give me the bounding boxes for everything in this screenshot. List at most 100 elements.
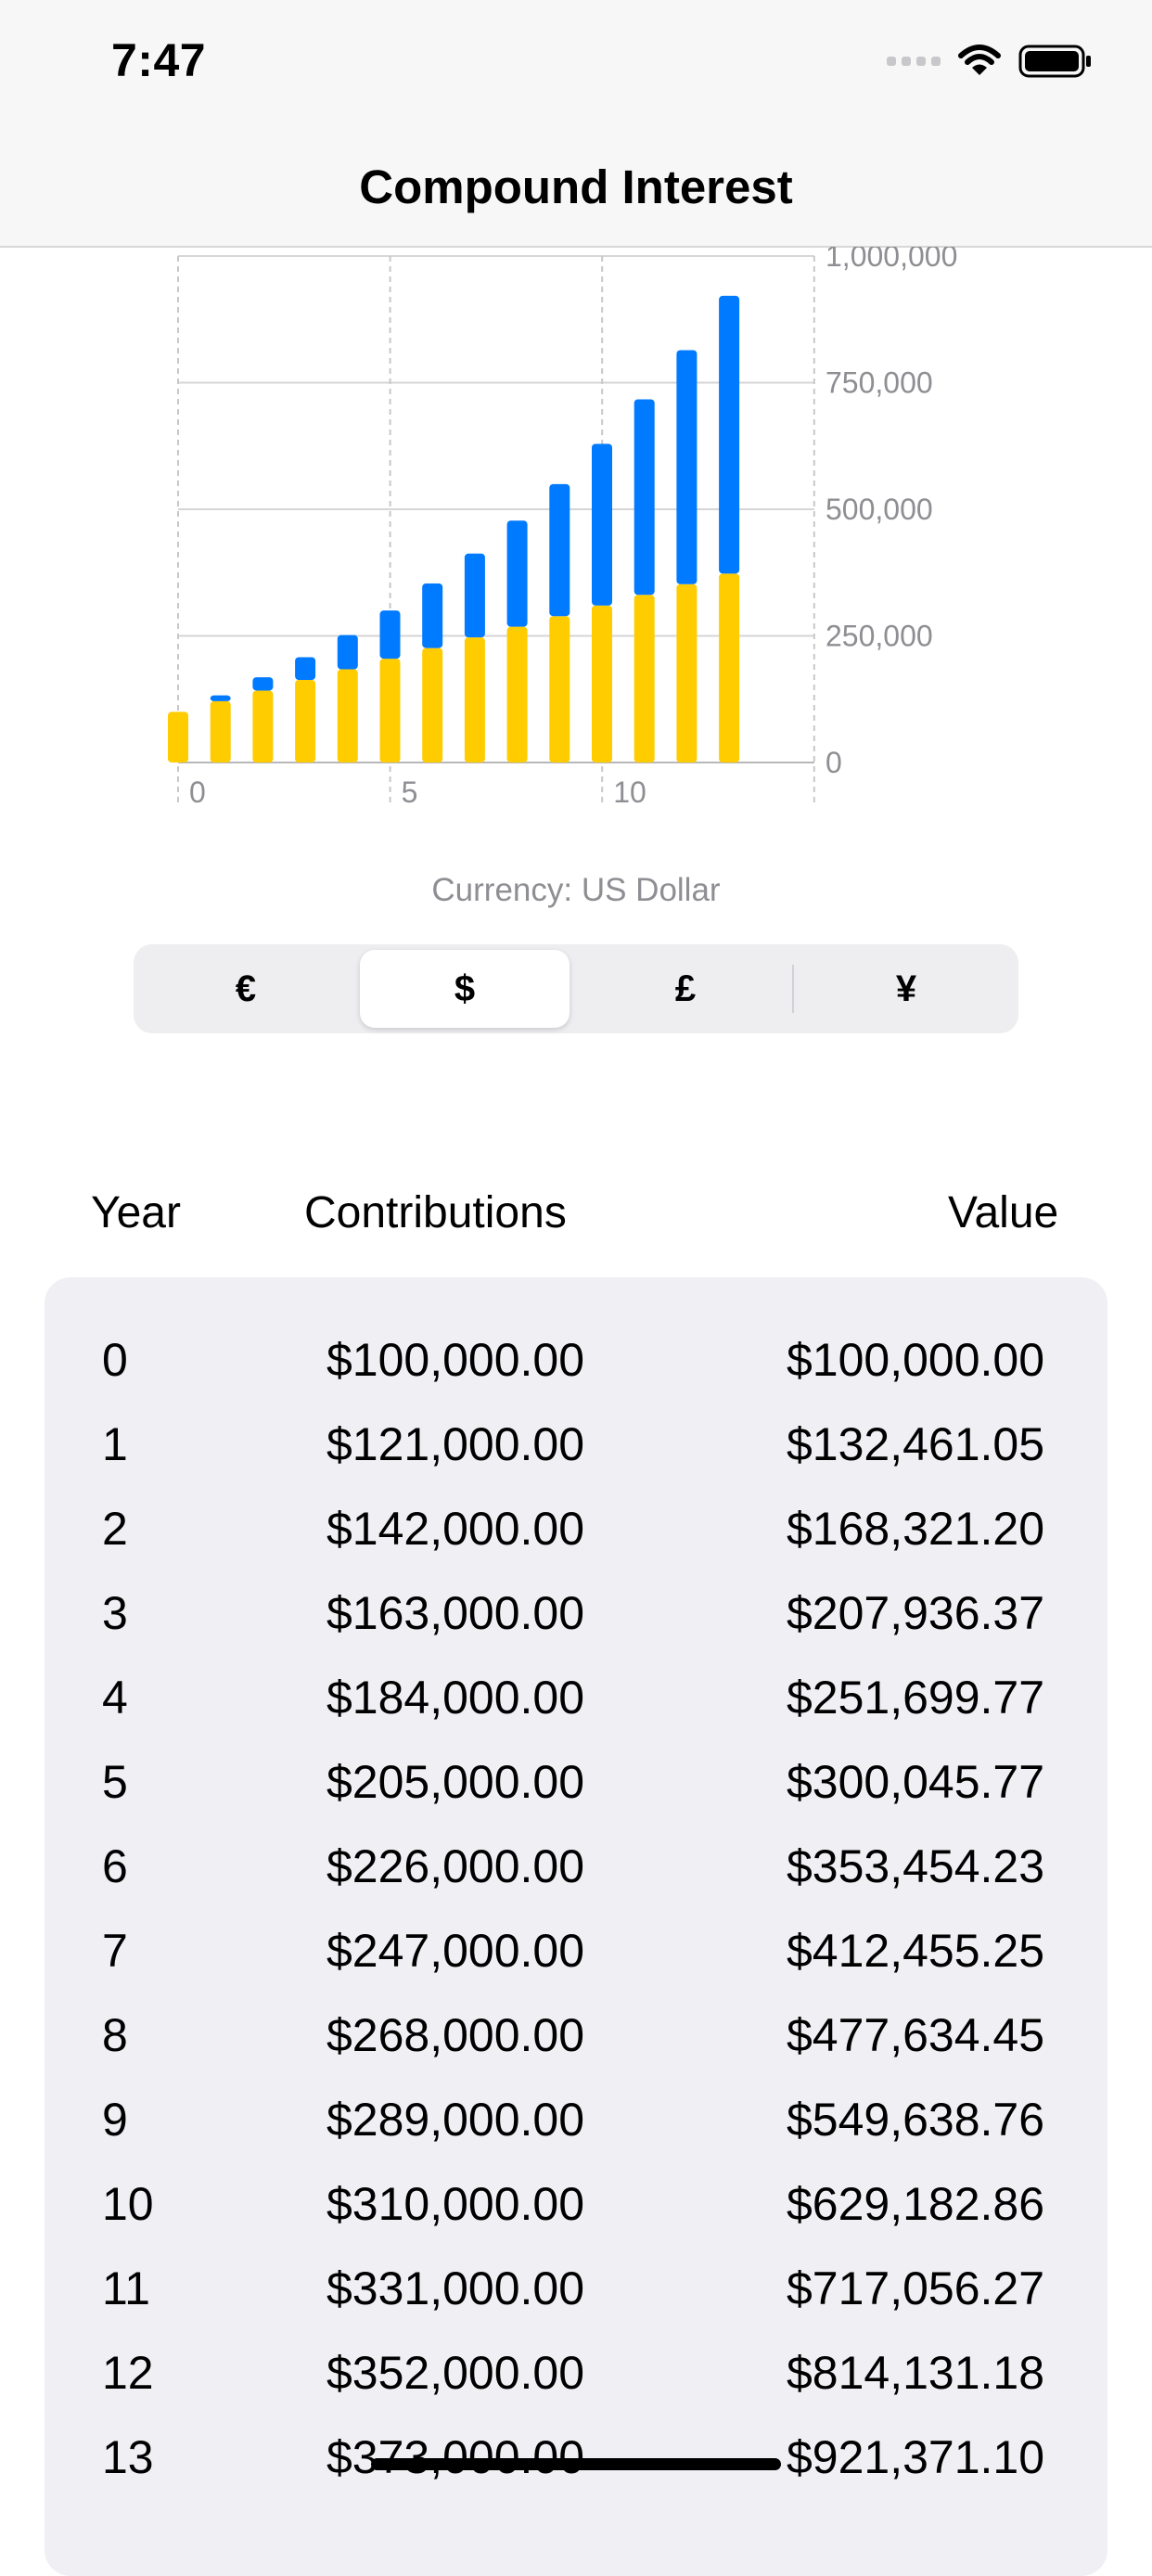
table-row: 2 $142,000.00 $168,321.20 xyxy=(45,1491,1107,1575)
cell-year: 13 xyxy=(102,2431,154,2483)
chart-bar xyxy=(719,295,740,574)
cell-year: 11 xyxy=(102,2262,150,2314)
column-header-contributions: Contributions xyxy=(304,1188,567,1237)
cell-value: $207,936.37 xyxy=(787,1587,1045,1639)
cell-value: $921,371.10 xyxy=(787,2431,1045,2483)
chart-bar xyxy=(676,583,698,763)
chart-bar xyxy=(422,647,443,763)
chart-bar xyxy=(379,610,401,660)
cell-year: 1 xyxy=(102,1418,128,1470)
segment-label: ¥ xyxy=(895,968,917,1009)
cell-contributions: $247,000.00 xyxy=(326,1925,585,1977)
y-tick-label: 750,000 xyxy=(826,366,933,400)
x-tick-label: 0 xyxy=(189,775,206,809)
x-axis-labels: 0 5 10 xyxy=(189,775,646,809)
cell-contributions: $100,000.00 xyxy=(326,1334,585,1386)
chart-bar xyxy=(337,669,358,763)
cell-value: $353,454.23 xyxy=(787,1840,1045,1892)
navigation-bar: Compound Interest xyxy=(0,139,1152,248)
y-tick-label: 1,000,000 xyxy=(826,247,957,273)
chart-bar xyxy=(295,657,316,681)
chart-bar xyxy=(506,520,528,627)
chart-bar xyxy=(210,700,231,763)
chart-grid xyxy=(177,255,815,806)
chart-bar xyxy=(592,605,612,763)
column-header-year: Year xyxy=(91,1188,181,1237)
cell-contributions: $289,000.00 xyxy=(326,2094,585,2146)
cell-year: 6 xyxy=(102,1840,128,1892)
segment-label: £ xyxy=(674,968,697,1009)
chart-bar xyxy=(252,677,274,691)
table-row: 7 $247,000.00 $412,455.25 xyxy=(45,1913,1107,1997)
table-row: 4 $184,000.00 $251,699.77 xyxy=(45,1660,1107,1744)
results-table[interactable]: 0 $100,000.00 $100,000.00 1 $121,000.00 $132,… xyxy=(45,1277,1107,2576)
cell-year: 8 xyxy=(102,2009,128,2061)
currency-segmented-control[interactable]: € $ £ ¥ xyxy=(134,944,1018,1033)
status-time: 7:47 xyxy=(111,34,207,86)
y-tick-label: 500,000 xyxy=(826,493,933,526)
column-header-value: Value xyxy=(948,1188,1059,1237)
chart-bar xyxy=(379,659,401,763)
cell-value: $132,461.05 xyxy=(787,1418,1045,1470)
currency-segment-dollar[interactable]: $ xyxy=(360,950,570,1028)
chart-bar xyxy=(549,616,570,763)
x-tick-label: 5 xyxy=(402,775,418,809)
cell-contributions: $373,000.00 xyxy=(326,2431,585,2483)
cell-contributions: $331,000.00 xyxy=(326,2262,585,2314)
chart-bar xyxy=(252,690,274,763)
cell-contributions: $163,000.00 xyxy=(326,1587,585,1639)
cellular-signal-icon xyxy=(887,57,941,66)
currency-segment-yen[interactable]: ¥ xyxy=(801,950,1011,1028)
cell-year: 10 xyxy=(102,2178,154,2230)
cell-value: $814,131.18 xyxy=(787,2347,1045,2399)
currency-segment-euro[interactable]: € xyxy=(141,950,351,1028)
wifi-icon xyxy=(958,45,1001,75)
y-tick-label: 250,000 xyxy=(826,620,933,653)
y-tick-label: 0 xyxy=(826,746,842,779)
chart-bars xyxy=(168,295,740,763)
y-axis-labels: 1,000,000 750,000 500,000 250,000 0 xyxy=(826,247,957,779)
cell-contributions: $352,000.00 xyxy=(326,2347,585,2399)
currency-segment-pound[interactable]: £ xyxy=(581,950,790,1028)
chart-bar xyxy=(634,595,655,763)
cell-contributions: $121,000.00 xyxy=(326,1418,585,1470)
segment-divider xyxy=(792,965,794,1013)
cell-contributions: $142,000.00 xyxy=(326,1503,585,1555)
cell-contributions: $310,000.00 xyxy=(326,2178,585,2230)
chart-bar xyxy=(549,483,570,617)
cell-value: $251,699.77 xyxy=(787,1672,1045,1724)
table-row: 3 $163,000.00 $207,936.37 xyxy=(45,1575,1107,1660)
cell-value: $717,056.27 xyxy=(787,2262,1045,2314)
cell-value: $168,321.20 xyxy=(787,1503,1045,1555)
segment-label: € xyxy=(235,968,257,1009)
home-indicator xyxy=(371,2458,781,2470)
chart-bar xyxy=(506,626,528,763)
cell-year: 5 xyxy=(102,1756,128,1808)
table-row: 13 $373,000.00 $921,371.10 xyxy=(45,2419,1107,2504)
table-row: 11 $331,000.00 $717,056.27 xyxy=(45,2250,1107,2335)
cell-value: $412,455.25 xyxy=(787,1925,1045,1977)
table-row: 1 $121,000.00 $132,461.05 xyxy=(45,1406,1107,1491)
segment-label: $ xyxy=(454,968,476,1009)
cell-year: 3 xyxy=(102,1587,128,1639)
cell-value: $300,045.77 xyxy=(787,1756,1045,1808)
cell-year: 12 xyxy=(102,2347,154,2399)
table-row: 0 $100,000.00 $100,000.00 xyxy=(45,1322,1107,1406)
cell-year: 9 xyxy=(102,2094,128,2146)
chart-bar xyxy=(337,634,358,670)
chart-bar xyxy=(422,583,443,648)
chart-bar xyxy=(464,553,485,638)
chart-bar xyxy=(168,711,188,763)
chart-bar xyxy=(295,680,316,763)
cell-value: $477,634.45 xyxy=(787,2009,1045,2061)
chart-bar xyxy=(719,573,740,763)
chart-bar xyxy=(464,637,485,763)
cell-contributions: $184,000.00 xyxy=(326,1672,585,1724)
cell-value: $100,000.00 xyxy=(787,1334,1045,1386)
cell-contributions: $268,000.00 xyxy=(326,2009,585,2061)
cell-value: $629,182.86 xyxy=(787,2178,1045,2230)
compound-interest-chart: 1,000,000 750,000 500,000 250,000 0 0 5 10 xyxy=(168,247,957,809)
chart-bar xyxy=(210,695,231,701)
status-icons xyxy=(887,41,1093,82)
x-tick-label: 10 xyxy=(613,775,646,809)
